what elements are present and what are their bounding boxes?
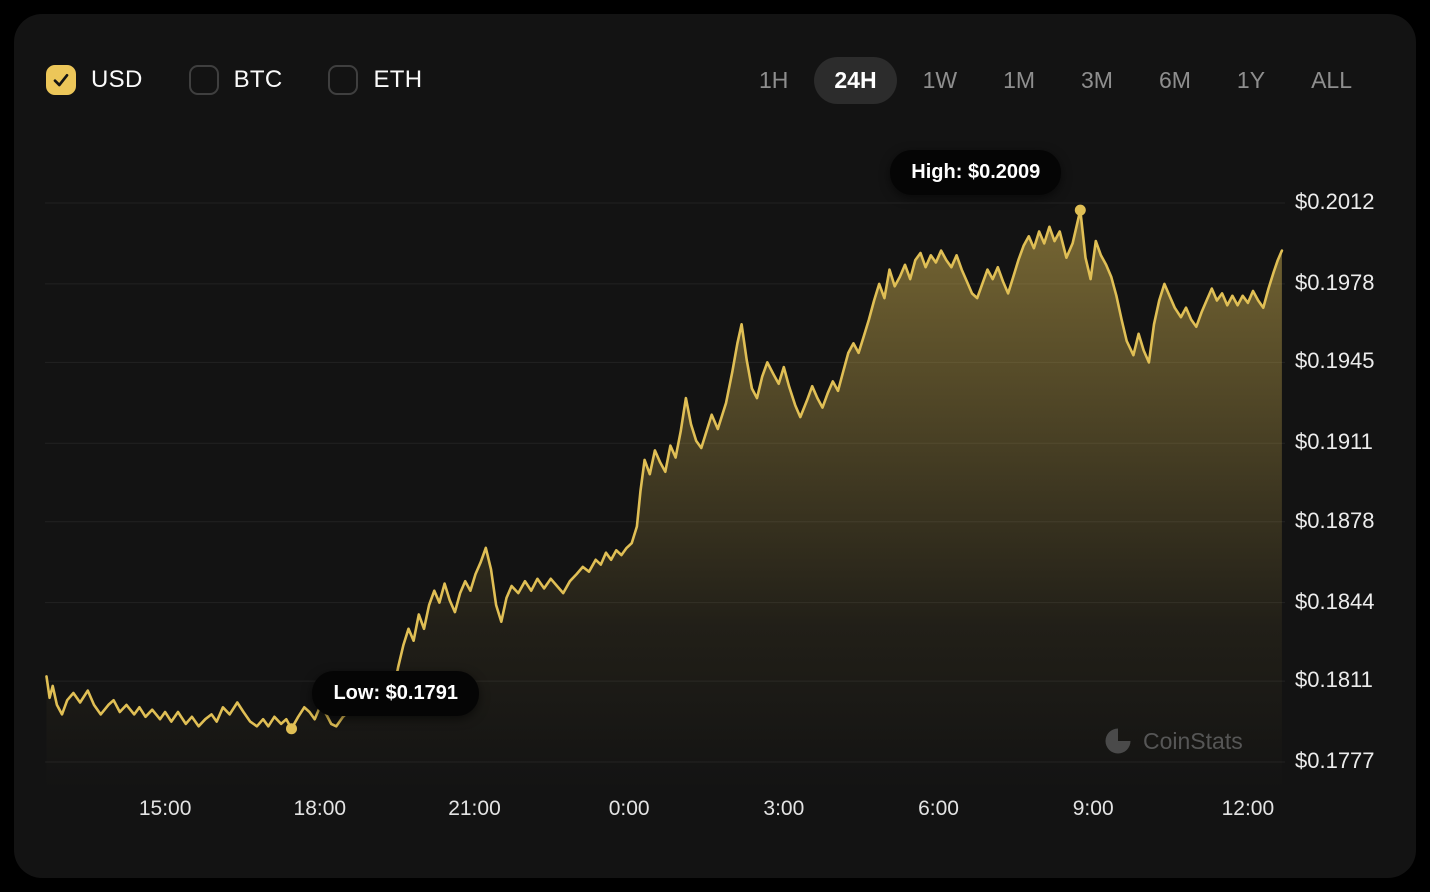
range-button-1m[interactable]: 1M [983, 57, 1055, 104]
currency-label-usd: USD [91, 66, 143, 93]
currency-label-btc: BTC [233, 66, 283, 93]
range-button-6m[interactable]: 6M [1139, 57, 1211, 104]
y-axis-label: $0.2012 [1295, 189, 1375, 214]
price-area-fill [46, 210, 1282, 791]
range-button-1y[interactable]: 1Y [1217, 57, 1285, 104]
range-button-1w[interactable]: 1W [903, 57, 978, 104]
range-selector: 1H 24H 1W 1M 3M 6M 1Y ALL [739, 56, 1372, 104]
price-chart-panel: USD BTC ETH 1H 24H [14, 14, 1416, 878]
currency-toggle-usd[interactable]: USD [46, 65, 143, 95]
range-button-1h[interactable]: 1H [739, 57, 808, 104]
currency-toggle-btc[interactable]: BTC [188, 65, 283, 95]
y-axis-label: $0.1878 [1295, 507, 1375, 533]
eth-checkbox[interactable] [328, 65, 359, 95]
currency-toggle-eth[interactable]: ETH [328, 65, 422, 95]
btc-checkbox[interactable] [188, 65, 219, 95]
check-icon [53, 74, 69, 87]
low-marker-dot [286, 723, 297, 735]
chart-header: USD BTC ETH 1H 24H [46, 52, 1372, 108]
y-axis-label: $0.1777 [1295, 748, 1375, 773]
y-axis-label: $0.1844 [1295, 588, 1375, 614]
low-tooltip: Low: $0.1791 [312, 670, 479, 716]
price-area-chart[interactable] [45, 190, 1285, 802]
price-line [45, 208, 1284, 730]
y-axis-label: $0.1911 [1295, 429, 1373, 455]
high-tooltip: High: $0.2009 [890, 150, 1062, 196]
currency-label-eth: ETH [373, 66, 423, 93]
range-button-24h[interactable]: 24H [814, 56, 897, 104]
y-axis-label: $0.1978 [1295, 269, 1375, 295]
high-marker-dot [1074, 204, 1086, 216]
y-axis-label: $0.1811 [1295, 667, 1373, 693]
usd-checkbox[interactable] [46, 65, 76, 95]
currency-toggles: USD BTC ETH [46, 65, 422, 95]
range-button-all[interactable]: ALL [1291, 57, 1372, 104]
y-axis-label: $0.1945 [1295, 348, 1375, 374]
range-button-3m[interactable]: 3M [1061, 57, 1133, 104]
